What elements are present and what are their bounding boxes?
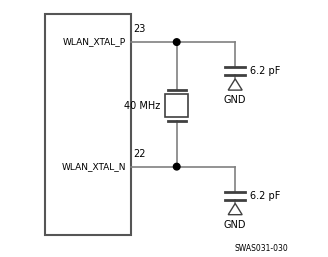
Circle shape bbox=[174, 39, 180, 45]
Text: 23: 23 bbox=[133, 24, 146, 34]
Polygon shape bbox=[228, 204, 242, 215]
Polygon shape bbox=[228, 79, 242, 90]
Text: 6.2 pF: 6.2 pF bbox=[251, 191, 281, 201]
Text: SWAS031-030: SWAS031-030 bbox=[235, 244, 289, 253]
Text: WLAN_XTAL_P: WLAN_XTAL_P bbox=[63, 38, 126, 47]
Text: GND: GND bbox=[224, 220, 246, 230]
Bar bbox=[165, 94, 188, 117]
Text: 22: 22 bbox=[133, 149, 146, 159]
Text: 6.2 pF: 6.2 pF bbox=[251, 66, 281, 76]
Bar bbox=[45, 14, 131, 235]
Text: GND: GND bbox=[224, 95, 246, 105]
Text: WLAN_XTAL_N: WLAN_XTAL_N bbox=[61, 162, 126, 171]
Circle shape bbox=[174, 163, 180, 170]
Text: 40 MHz: 40 MHz bbox=[124, 101, 160, 111]
